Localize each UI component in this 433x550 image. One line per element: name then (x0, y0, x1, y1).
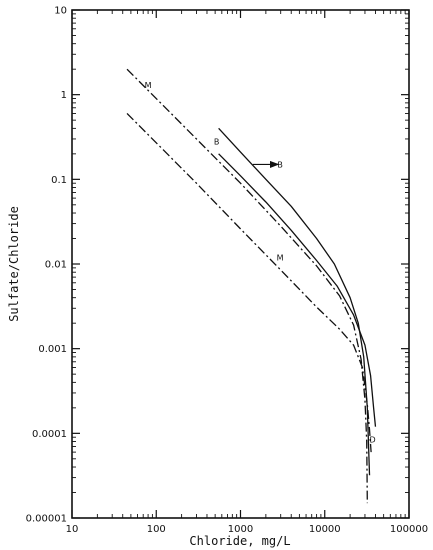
x-tick-label: 10000 (309, 524, 341, 535)
series-line-2 (126, 112, 372, 453)
y-axis-ticks: 10 1 0.1 0.01 0.001 0.0001 0.00001 (26, 6, 409, 525)
y-tick-label: 0.001 (38, 344, 67, 355)
series-line-3 (218, 127, 371, 476)
y-tick-label: 0.0001 (32, 429, 67, 440)
y-axis-title: Sulfate/Chloride (7, 206, 21, 322)
plot-frame (71, 9, 410, 519)
y-tick-label: 10 (54, 6, 67, 17)
annotation-label: M (145, 81, 152, 90)
annotation-layer: M B B M D (145, 81, 376, 444)
y-tick-label: 1 (61, 90, 67, 101)
series-line-4 (218, 153, 377, 427)
y-tick-label: 0.1 (51, 175, 67, 186)
y-tick-label: 0.00001 (26, 514, 67, 525)
x-tick-label: 1000 (228, 524, 253, 535)
series-line-1 (126, 68, 368, 504)
annotation-label: D (370, 435, 376, 444)
x-axis-ticks: 10 100 1000 10000 100000 (66, 10, 428, 535)
y-tick-label: 0.01 (45, 260, 67, 271)
x-axis-title: Chloride, mg/L (189, 534, 290, 548)
annotation-label: B (214, 137, 220, 146)
x-tick-label: 100 (147, 524, 166, 535)
x-tick-label: 10 (66, 524, 79, 535)
series-layer (126, 68, 377, 504)
x-tick-label: 100000 (390, 524, 428, 535)
annotation-label: B (277, 160, 283, 169)
annotation-label: M (277, 253, 284, 262)
